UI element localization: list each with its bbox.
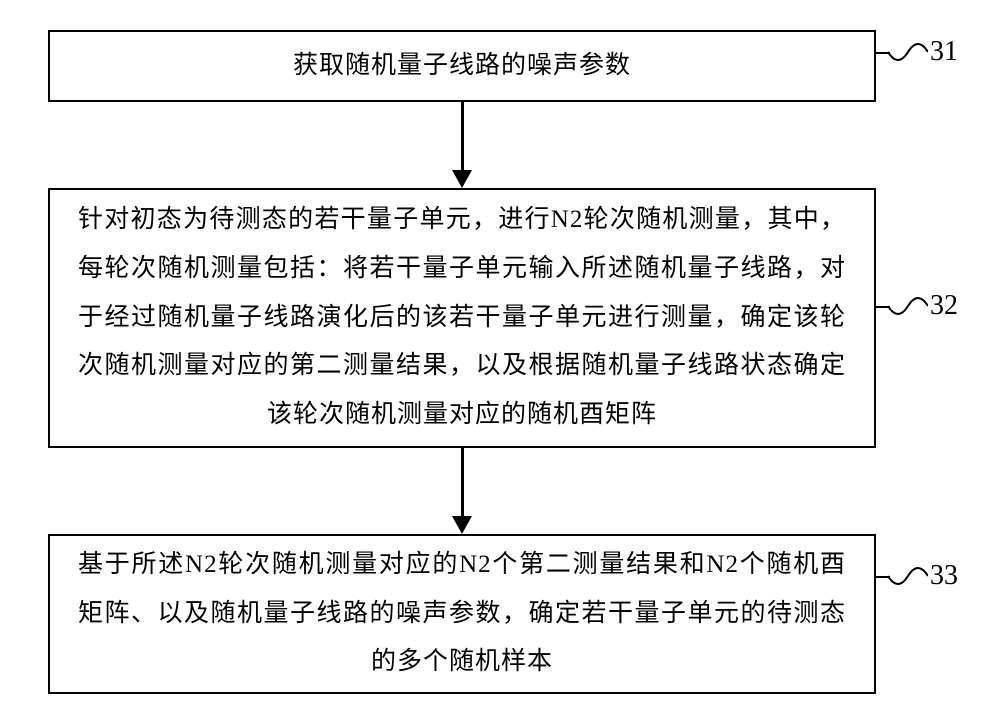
- flow-node-31-text: 获取随机量子线路的噪声参数: [50, 42, 874, 91]
- callout-curve-33: [888, 560, 928, 592]
- flow-label-31: 31: [930, 36, 958, 68]
- flow-node-33: 基于所述N2轮次随机测量对应的N2个第二测量结果和N2个随机酉矩阵、以及随机量子…: [48, 534, 876, 694]
- flow-label-32: 32: [930, 290, 958, 322]
- flow-node-32-text: 针对初态为待测态的若干量子单元，进行N2轮次随机测量，其中，每轮次随机测量包括：…: [50, 196, 874, 440]
- flow-label-33: 33: [930, 560, 958, 592]
- flowchart-canvas: 获取随机量子线路的噪声参数 31 针对初态为待测态的若干量子单元，进行N2轮次随…: [0, 0, 1000, 707]
- flow-node-32: 针对初态为待测态的若干量子单元，进行N2轮次随机测量，其中，每轮次随机测量包括：…: [48, 188, 876, 448]
- flow-node-31: 获取随机量子线路的噪声参数: [48, 30, 876, 102]
- flow-node-33-text: 基于所述N2轮次随机测量对应的N2个第二测量结果和N2个随机酉矩阵、以及随机量子…: [50, 541, 874, 687]
- flow-edge-31-32: [452, 102, 472, 188]
- callout-curve-31: [888, 36, 928, 68]
- flow-edge-32-33: [452, 448, 472, 534]
- callout-curve-32: [888, 290, 928, 322]
